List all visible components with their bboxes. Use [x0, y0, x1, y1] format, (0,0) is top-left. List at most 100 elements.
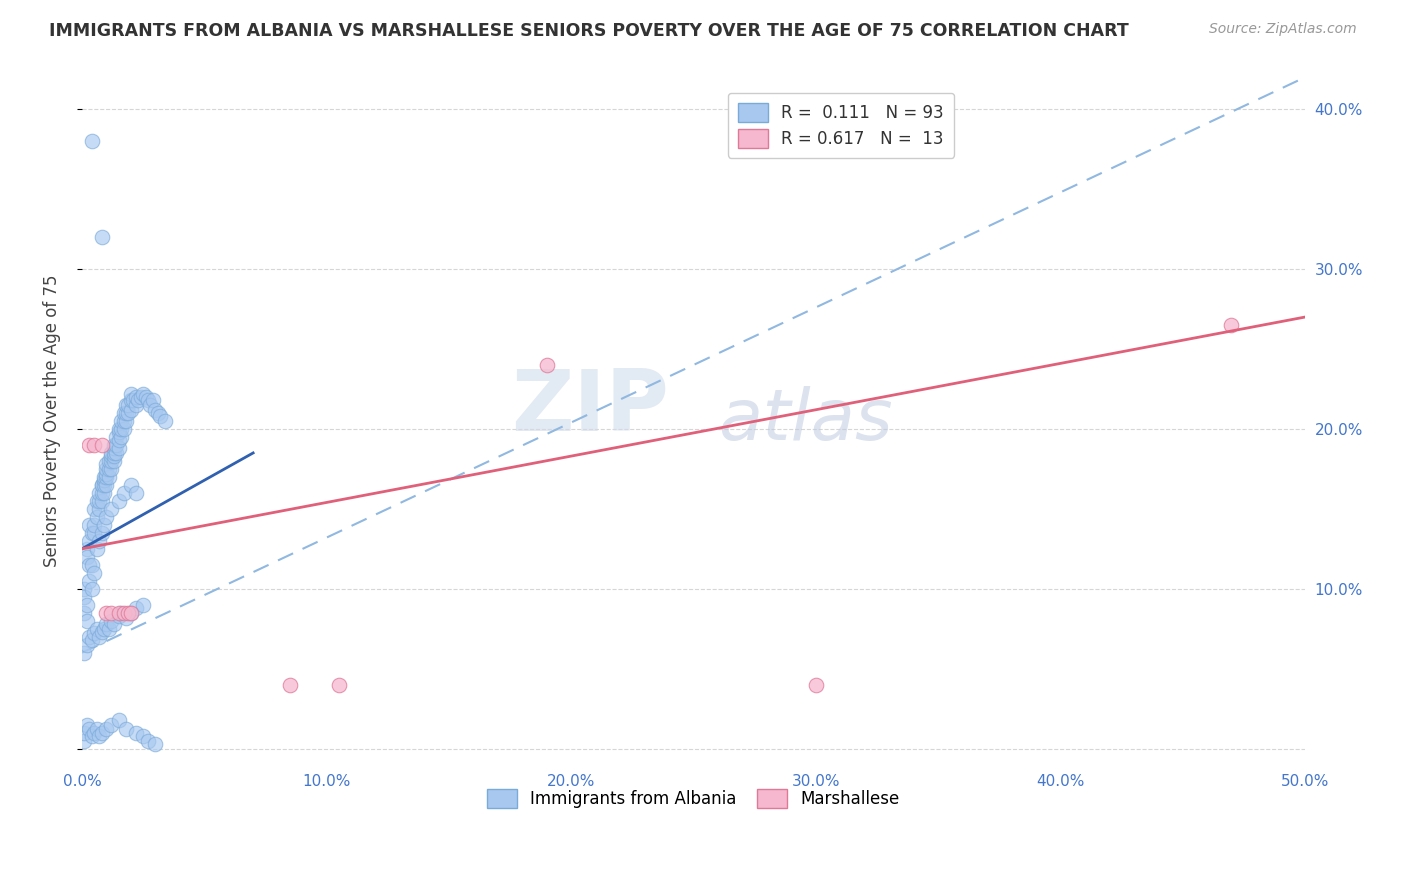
Point: [103, 616, 125, 631]
Point: [115, 610, 138, 624]
Point: [87, 533, 110, 548]
Point: [112, 486, 135, 500]
Point: [76, 598, 98, 612]
Point: [120, 393, 142, 408]
Point: [136, 393, 159, 408]
Point: [110, 422, 132, 436]
Point: [86, 541, 108, 556]
Point: [149, 409, 172, 424]
Point: [90, 494, 112, 508]
Point: [100, 449, 122, 463]
Point: [112, 406, 135, 420]
Point: [86, 494, 108, 508]
Point: [90, 486, 112, 500]
Point: [80, 632, 103, 647]
Point: [79, 723, 101, 737]
Point: [79, 533, 101, 548]
Point: [125, 725, 148, 739]
Point: [804, 678, 827, 692]
Point: [143, 737, 166, 751]
Y-axis label: Seniors Poverty Over the Age of 75: Seniors Poverty Over the Age of 75: [44, 275, 60, 567]
Point: [107, 494, 129, 508]
Point: [105, 446, 128, 460]
Point: [1220, 318, 1243, 332]
Point: [73, 733, 96, 747]
Point: [100, 462, 122, 476]
Point: [115, 406, 138, 420]
Point: [73, 606, 96, 620]
Point: [100, 446, 122, 460]
Point: [86, 723, 108, 737]
Point: [146, 406, 169, 420]
Point: [93, 478, 115, 492]
Point: [100, 501, 122, 516]
Point: [96, 606, 118, 620]
Point: [115, 414, 138, 428]
Point: [83, 626, 105, 640]
Point: [139, 398, 162, 412]
Point: [86, 509, 108, 524]
Point: [93, 517, 115, 532]
Point: [73, 582, 96, 596]
Point: [107, 606, 129, 620]
Point: [120, 386, 142, 401]
Point: [96, 470, 118, 484]
Point: [107, 422, 129, 436]
Point: [110, 430, 132, 444]
Point: [87, 501, 110, 516]
Point: [105, 430, 128, 444]
Point: [100, 454, 122, 468]
Point: [103, 449, 125, 463]
Point: [76, 614, 98, 628]
Point: [125, 390, 148, 404]
Point: [105, 438, 128, 452]
Point: [93, 473, 115, 487]
Point: [90, 438, 112, 452]
Point: [83, 725, 105, 739]
Point: [80, 134, 103, 148]
Point: [115, 398, 138, 412]
Point: [87, 630, 110, 644]
Point: [107, 441, 129, 455]
Point: [127, 393, 149, 408]
Point: [86, 622, 108, 636]
Point: [112, 422, 135, 436]
Point: [117, 398, 139, 412]
Point: [76, 549, 98, 564]
Point: [107, 433, 129, 447]
Point: [87, 729, 110, 743]
Point: [96, 616, 118, 631]
Point: [79, 558, 101, 572]
Point: [90, 525, 112, 540]
Point: [107, 608, 129, 623]
Point: [96, 457, 118, 471]
Point: [73, 725, 96, 739]
Point: [100, 614, 122, 628]
Point: [97, 470, 120, 484]
Point: [115, 723, 138, 737]
Point: [110, 414, 132, 428]
Point: [107, 425, 129, 439]
Point: [100, 717, 122, 731]
Point: [76, 541, 98, 556]
Point: [96, 509, 118, 524]
Point: [80, 582, 103, 596]
Point: [122, 393, 145, 408]
Point: [96, 478, 118, 492]
Point: [132, 729, 155, 743]
Point: [93, 470, 115, 484]
Point: [96, 467, 118, 481]
Point: [80, 525, 103, 540]
Point: [120, 402, 142, 417]
Point: [96, 723, 118, 737]
Point: [97, 454, 120, 468]
Point: [120, 606, 142, 620]
Point: [83, 566, 105, 580]
Point: [103, 446, 125, 460]
Point: [132, 598, 155, 612]
Point: [83, 501, 105, 516]
Point: [125, 601, 148, 615]
Point: [120, 478, 142, 492]
Legend: Immigrants from Albania, Marshallese: Immigrants from Albania, Marshallese: [481, 782, 905, 814]
Point: [83, 517, 105, 532]
